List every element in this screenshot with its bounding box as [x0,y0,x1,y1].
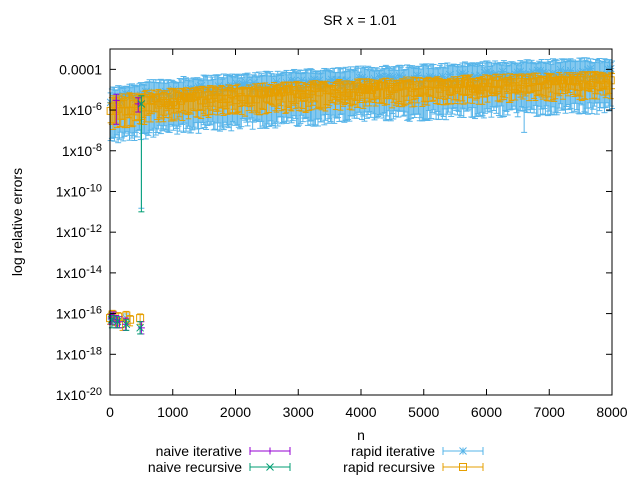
x-tick-label: 8000 [596,404,627,420]
y-tick-label: 1x10-12 [56,223,102,240]
legend-label: rapid iterative [351,443,435,459]
rapid-iterative-point [272,77,281,86]
legend-point [266,447,274,455]
rapid-iterative-point [438,72,447,81]
y-tick-label: 1x10-8 [62,142,102,159]
rapid-iterative-point [234,82,243,90]
rapid-iterative-point [498,67,507,76]
rapid-iterative-point [370,74,379,83]
rapid-iterative-point [219,83,228,92]
x-tick-label: 4000 [345,404,376,420]
y-tick-label: 1x10-6 [62,101,102,118]
rapid-iterative-point [214,82,223,90]
rapid-iterative-point [556,65,565,74]
x-tick-label: 2000 [220,404,251,420]
rapid-iterative-point [345,79,354,87]
rapid-iterative-point [290,76,298,85]
rapid-iterative-point [483,68,492,76]
legend-label: naive recursive [148,459,242,475]
chart-title: SR x = 1.01 [323,12,397,28]
data-layer [106,57,615,335]
y-axis-label: log relative errors [9,168,25,276]
y-tick-label: 1x10-20 [56,386,102,403]
rapid-iterative-point [561,67,570,75]
legend-item-naive-recursive: naive recursive [148,459,291,475]
rapid-iterative-point [184,85,193,94]
naive-recursive-point [113,317,122,326]
rapid-iterative-point [456,70,464,78]
naive-recursive-point [137,100,146,108]
rapid-iterative-point [584,66,592,74]
rapid-iterative-point [202,84,210,93]
rapid-iterative-point [476,71,484,80]
naive-iterative-point [134,100,142,108]
x-tick-label: 7000 [534,404,565,420]
naive-recursive-point [136,323,144,332]
legend-point [459,463,467,471]
rapid-iterative-point [337,76,346,84]
rapid-iterative-point [378,72,386,81]
rapid-iterative-point [523,74,532,83]
rapid-iterative-point [554,70,562,79]
rapid-iterative-point [606,64,615,73]
legend-point [266,463,274,471]
naive-iterative-point [137,324,145,332]
rapid-iterative-point [162,87,170,96]
series-naive-recursive [108,95,146,335]
x-tick-label: 0 [106,404,114,420]
rapid-iterative-point [566,66,575,75]
rapid-iterative-point [446,70,454,79]
axes-layer: 0 1000 2000 3000 4000 5000 6000 7000 8000 1x10-20… [56,49,628,420]
legend-item-naive-iterative: naive iterative [156,443,291,459]
rapid-iterative-point [315,76,324,85]
legend-label: rapid recursive [343,459,435,475]
y-tick-label: 1x10-14 [56,264,102,281]
legend-item-rapid-iterative: rapid iterative [351,443,484,459]
rapid-iterative-point [302,78,311,87]
y-tick-label: 1x10-10 [56,182,102,199]
y-tick-label: 1x10-18 [56,345,102,362]
rapid-iterative-point [528,68,537,77]
rapid-iterative-point [390,74,399,82]
rapid-iterative-point [413,71,422,80]
y-tick-label: 0.0001 [59,61,102,77]
rapid-iterative-point [250,78,258,87]
naive-iterative-point [112,96,120,104]
x-tick-label: 1000 [157,404,188,420]
x-tick-label: 5000 [408,404,439,420]
rapid-iterative-point [257,81,266,90]
legend-point [459,447,467,455]
rapid-iterative-point [458,69,467,78]
legend-label: naive iterative [156,443,243,459]
y-tick-label: 1x10-16 [56,305,102,322]
rapid-iterative-point [385,72,394,81]
x-axis-label: n [357,427,365,443]
naive-recursive-point [122,320,131,329]
rapid-iterative-point [297,76,306,85]
legend-item-rapid-recursive: rapid recursive [343,459,484,475]
rapid-recursive-point [606,76,615,85]
x-tick-label: 6000 [471,404,502,420]
rapid-iterative-point [551,70,560,78]
rapid-iterative-point [471,72,479,80]
rapid-iterative-point [481,68,489,77]
rapid-iterative-point [310,75,319,84]
rapid-iterative-point [564,72,572,80]
rapid-iterative-point [586,64,595,73]
rapid-iterative-point [513,68,522,77]
rapid-iterative-point [358,73,366,82]
rapid-iterative-point [197,81,205,90]
rapid-iterative-point [425,72,434,81]
x-tick-label: 3000 [283,404,314,420]
